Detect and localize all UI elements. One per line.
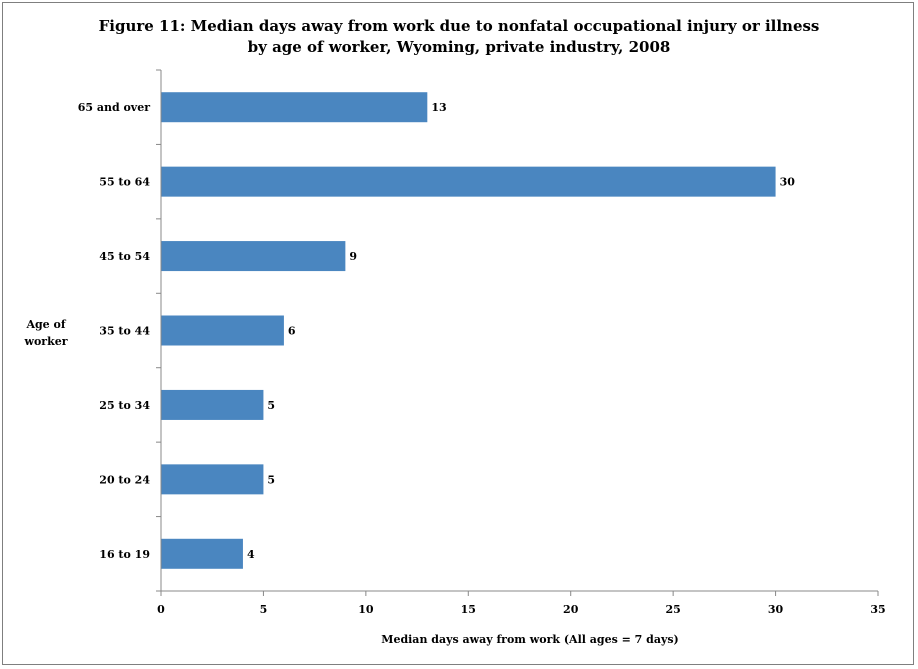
x-tick-label: 0 bbox=[157, 603, 165, 616]
data-label: 9 bbox=[349, 250, 357, 263]
chart-title: Figure 11: Median days away from work du… bbox=[0, 16, 918, 58]
x-axis-title: Median days away from work (All ages = 7… bbox=[381, 633, 678, 646]
data-label: 4 bbox=[247, 548, 255, 561]
category-labels: 16 to 19 20 to 24 25 to 34 35 to 44 45 to 54… bbox=[78, 101, 151, 561]
bar bbox=[161, 464, 264, 495]
category-label: 55 to 64 bbox=[99, 176, 150, 189]
data-labels: 4 5 5 6 9 30 13 bbox=[247, 101, 795, 561]
bar bbox=[161, 92, 428, 123]
bar bbox=[161, 241, 346, 272]
data-label: 5 bbox=[267, 473, 275, 486]
data-label: 13 bbox=[431, 101, 446, 114]
data-label: 6 bbox=[288, 325, 296, 338]
bar bbox=[161, 166, 776, 197]
bar bbox=[161, 389, 264, 420]
bar bbox=[161, 315, 284, 346]
y-axis-title-line-1: Age of bbox=[25, 318, 66, 331]
x-tick-label: 25 bbox=[665, 603, 680, 616]
x-tick-label: 5 bbox=[260, 603, 268, 616]
category-label: 25 to 34 bbox=[99, 399, 150, 412]
x-tick-label: 35 bbox=[870, 603, 885, 616]
data-label: 30 bbox=[780, 176, 796, 189]
bars bbox=[161, 92, 776, 569]
category-label: 45 to 54 bbox=[99, 250, 150, 263]
category-label: 65 and over bbox=[78, 101, 151, 114]
axes bbox=[156, 69, 879, 596]
x-tick-label: 15 bbox=[461, 603, 476, 616]
chart-title-line-1: Figure 11: Median days away from work du… bbox=[98, 17, 820, 35]
category-label: 35 to 44 bbox=[99, 325, 150, 338]
data-label: 5 bbox=[267, 399, 275, 412]
x-tick-label: 10 bbox=[358, 603, 374, 616]
y-axis-title-line-2: worker bbox=[23, 335, 67, 348]
bar bbox=[161, 538, 243, 569]
x-tick-labels: 0 5 10 15 20 25 30 35 bbox=[157, 603, 885, 616]
category-label: 20 to 24 bbox=[99, 473, 150, 486]
category-label: 16 to 19 bbox=[99, 548, 150, 561]
chart-title-line-2: by age of worker, Wyoming, private indus… bbox=[247, 38, 671, 56]
x-tick-label: 30 bbox=[768, 603, 784, 616]
x-tick-label: 20 bbox=[563, 603, 579, 616]
